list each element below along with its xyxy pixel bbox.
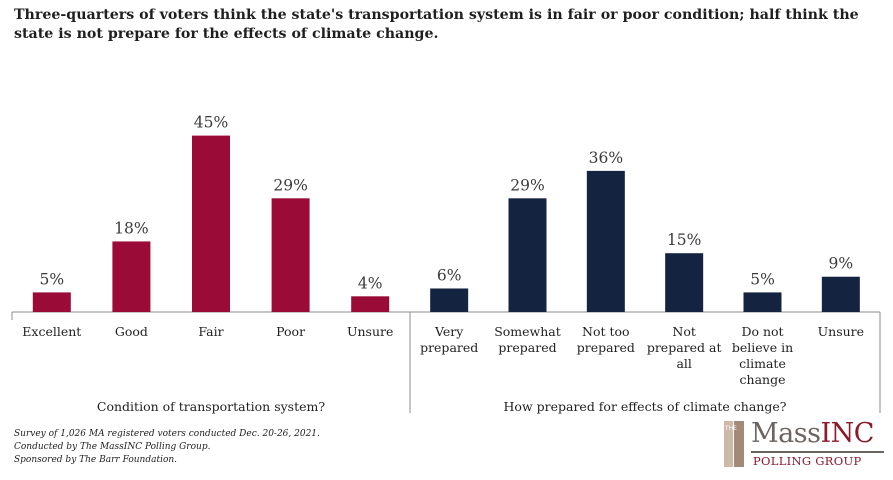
category-label: all (676, 356, 691, 371)
footnote-survey: Survey of 1,026 MA registered voters con… (14, 429, 320, 439)
data-label: 15% (667, 231, 701, 249)
bar (508, 198, 547, 312)
data-label: 36% (589, 149, 623, 167)
bar (192, 135, 230, 312)
category-label: climate (739, 356, 786, 371)
footnotes: Survey of 1,026 MA registered voters con… (14, 428, 320, 467)
page-title: Three-quarters of voters think the state… (14, 7, 859, 42)
axis-label: How prepared for effects of climate chan… (504, 399, 787, 414)
bar (430, 288, 469, 312)
logo-the: THE (725, 425, 737, 432)
category-label: Fair (198, 324, 223, 339)
category-label: Not too (582, 324, 630, 339)
bar (112, 241, 151, 312)
footnote-conducted: Conducted by The MassINC Polling Group. (14, 442, 211, 452)
footnote-sponsor: Sponsored by The Barr Foundation. (14, 455, 178, 465)
bar (743, 292, 782, 312)
axis-label: Condition of transportation system? (97, 399, 325, 414)
bar (351, 296, 390, 312)
category-label: Poor (276, 324, 305, 339)
category-label: Excellent (22, 324, 81, 339)
bar (665, 253, 704, 312)
category-label: Very (434, 324, 464, 339)
category-label: prepared (577, 340, 635, 355)
massinc-logo: THE MassINC POLLING GROUP (724, 418, 886, 471)
bar (32, 292, 71, 312)
category-label: prepared (498, 340, 556, 355)
data-label: 29% (273, 176, 307, 194)
bar (271, 198, 310, 312)
logo-subtitle: POLLING GROUP (753, 454, 862, 468)
category-label: Somewhat (494, 324, 561, 339)
category-label: Unsure (347, 324, 393, 339)
category-label: Not (672, 324, 696, 339)
data-label: 9% (829, 255, 854, 273)
category-label: prepared (420, 340, 478, 355)
category-label: Do not (741, 324, 783, 339)
data-label: 5% (40, 270, 65, 288)
data-label: 5% (750, 270, 775, 288)
data-label: 29% (510, 176, 544, 194)
category-label: prepared at (647, 340, 722, 355)
category-label: change (740, 372, 786, 387)
logo-brand: MassINC (751, 418, 874, 449)
data-label: 6% (437, 266, 462, 284)
category-label: Good (115, 324, 148, 339)
data-label: 4% (358, 274, 383, 292)
bar (821, 276, 860, 312)
data-label: 45% (194, 114, 228, 132)
logo-mark: THE (724, 421, 746, 467)
logo-rule (751, 451, 884, 453)
data-label: 18% (114, 219, 148, 237)
bar (586, 170, 625, 312)
category-label: believe in (732, 340, 793, 355)
category-label: Unsure (818, 324, 864, 339)
